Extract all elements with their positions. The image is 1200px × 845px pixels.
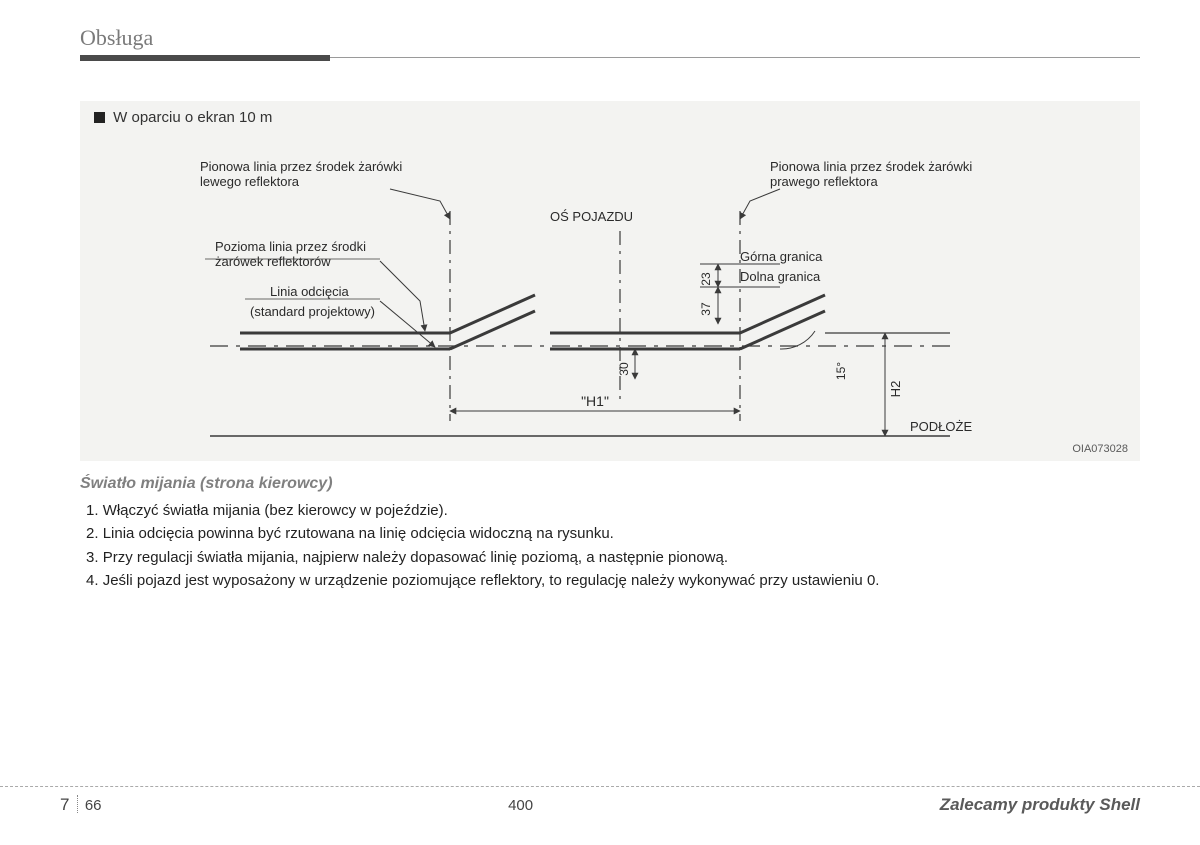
- instruction-item: Przy regulacji światła mijania, najpierw…: [84, 546, 1140, 569]
- headlight-aim-diagram: PODŁOŻE: [80, 101, 1140, 461]
- label-right-vertical: Pionowa linia przez środek żarówki prawe…: [770, 159, 976, 189]
- section-title: Obsługa: [80, 25, 1140, 51]
- label-cutoff: Linia odcięcia: [270, 284, 350, 299]
- instruction-item: Jeśli pojazd jest wyposażony w urządzeni…: [84, 569, 1140, 592]
- label-30: 30: [617, 362, 631, 376]
- label-angle: 15°: [834, 362, 848, 380]
- label-ground: PODŁOŻE: [910, 419, 972, 434]
- label-left-vertical: Pionowa linia przez środek żarówki leweg…: [200, 159, 406, 189]
- footer-divider-icon: [77, 795, 78, 813]
- diagram-svg-wrap: PODŁOŻE: [80, 101, 1140, 461]
- label-horizontal: Pozioma linia przez środki żarówek refle…: [215, 239, 370, 269]
- label-h1: "H1": [581, 393, 609, 409]
- footer-page-center: 400: [508, 797, 533, 814]
- page-footer: 7 66 400 Zalecamy produkty Shell: [0, 786, 1200, 815]
- label-upper-limit: Górna granica: [740, 249, 823, 264]
- label-cutoff-std: (standard projektowy): [250, 304, 375, 319]
- instruction-item: Linia odcięcia powinna być rzutowana na …: [84, 522, 1140, 545]
- footer-page-left: 7 66: [60, 795, 102, 815]
- label-axis: OŚ POJAZDU: [550, 209, 633, 224]
- content-subheading: Światło mijania (strona kierowcy): [80, 475, 1140, 493]
- title-bar: [80, 55, 330, 61]
- label-37: 37: [699, 302, 713, 316]
- diagram-container: W oparciu o ekran 10 m PODŁOŻE: [80, 101, 1140, 461]
- instruction-list: Włączyć światła mijania (bez kierowcy w …: [80, 499, 1140, 592]
- label-h2: H2: [888, 381, 903, 398]
- label-23: 23: [699, 272, 713, 286]
- footer-page-in-section: 66: [85, 797, 102, 814]
- label-lower-limit: Dolna granica: [740, 269, 821, 284]
- footer-section-number: 7: [60, 795, 69, 814]
- instruction-item: Włączyć światła mijania (bez kierowcy w …: [84, 499, 1140, 522]
- diagram-code: OIA073028: [1072, 443, 1128, 455]
- footer-brand-note: Zalecamy produkty Shell: [940, 795, 1140, 815]
